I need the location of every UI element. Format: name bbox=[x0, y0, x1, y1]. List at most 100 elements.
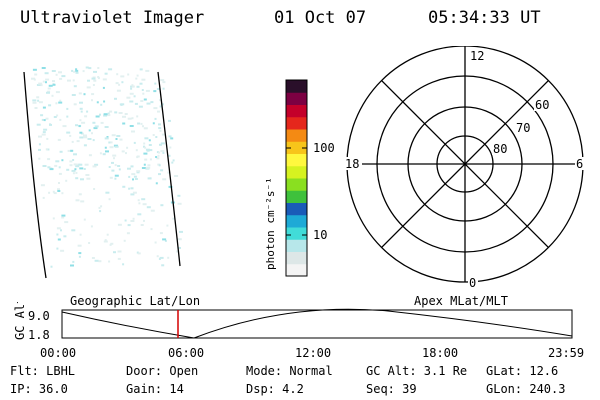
emission-speckle bbox=[108, 260, 111, 263]
time-label: 05:34:33 UT bbox=[428, 8, 541, 28]
colorbar-band bbox=[286, 214, 307, 228]
emission-speckle bbox=[72, 260, 75, 263]
emission-speckle bbox=[109, 176, 113, 179]
emission-speckle bbox=[92, 84, 95, 86]
emission-speckle bbox=[56, 114, 59, 117]
emission-speckle bbox=[150, 101, 154, 104]
emission-speckle bbox=[71, 169, 76, 172]
emission-speckle bbox=[58, 71, 62, 74]
emission-speckle bbox=[53, 116, 57, 118]
colorbar-band bbox=[286, 92, 307, 105]
emission-speckle bbox=[133, 95, 136, 98]
emission-speckle bbox=[79, 101, 83, 104]
colorbar-band bbox=[286, 202, 307, 216]
emission-speckle bbox=[131, 84, 134, 87]
emission-speckle bbox=[103, 113, 108, 116]
emission-speckle bbox=[78, 255, 81, 258]
timeline-right-label: Apex MLat/MLT bbox=[414, 294, 508, 308]
emission-speckle bbox=[42, 165, 47, 167]
emission-speckle bbox=[116, 89, 121, 92]
colorbar-ticks bbox=[286, 147, 307, 236]
emission-speckle bbox=[130, 220, 135, 222]
swath-right-boundary bbox=[157, 71, 181, 267]
emission-speckle bbox=[129, 92, 134, 95]
emission-speckle bbox=[78, 125, 81, 128]
emission-speckle bbox=[72, 172, 75, 175]
emission-speckle bbox=[102, 78, 107, 81]
emission-speckle bbox=[146, 102, 151, 105]
emission-speckle bbox=[56, 233, 59, 236]
timeline-y-high: 9.0 bbox=[28, 309, 50, 323]
emission-speckle bbox=[49, 168, 54, 171]
emission-speckle bbox=[113, 157, 115, 160]
emission-speckle bbox=[104, 137, 109, 140]
emission-speckle bbox=[53, 192, 57, 195]
altitude-curve bbox=[61, 308, 573, 339]
emission-speckle bbox=[131, 130, 135, 133]
emission-speckle bbox=[91, 77, 96, 80]
emission-speckle bbox=[117, 223, 122, 226]
emission-speckle bbox=[73, 103, 77, 106]
emission-speckle bbox=[75, 199, 80, 202]
emission-speckle bbox=[75, 68, 78, 71]
emission-speckle bbox=[159, 256, 164, 259]
emission-speckle bbox=[144, 146, 147, 149]
emission-speckle bbox=[160, 150, 165, 153]
emission-speckle bbox=[41, 118, 44, 121]
emission-speckle bbox=[71, 140, 74, 143]
emission-speckle bbox=[126, 146, 129, 149]
x-tick-2359: 23:59 bbox=[548, 346, 585, 360]
emission-speckle bbox=[149, 158, 152, 161]
emission-speckle bbox=[72, 159, 75, 161]
emission-speckle bbox=[121, 103, 125, 106]
emission-speckle bbox=[159, 105, 163, 108]
emission-speckle bbox=[159, 143, 162, 146]
emission-speckle bbox=[146, 206, 151, 209]
emission-speckle bbox=[59, 150, 63, 153]
emission-speckle bbox=[58, 166, 61, 169]
emission-speckle bbox=[155, 136, 158, 138]
emission-speckle bbox=[69, 134, 72, 137]
emission-speckle bbox=[126, 96, 131, 99]
colorbar-band bbox=[286, 190, 307, 203]
emission-speckle bbox=[154, 241, 157, 244]
emission-speckle bbox=[97, 76, 100, 78]
emission-speckle bbox=[60, 229, 62, 232]
emission-speckle bbox=[83, 168, 86, 170]
emission-speckle bbox=[160, 79, 165, 82]
x-tick-1200: 12:00 bbox=[295, 346, 332, 360]
info-door: Door: Open bbox=[126, 364, 199, 378]
info-dsp: Dsp: 4.2 bbox=[246, 382, 304, 396]
emission-speckle bbox=[105, 150, 109, 153]
emission-speckle bbox=[62, 125, 67, 128]
emission-speckle bbox=[139, 82, 143, 85]
emission-speckle bbox=[136, 155, 140, 158]
emission-speckle bbox=[162, 87, 165, 90]
emission-speckle bbox=[46, 148, 50, 151]
emission-speckle bbox=[32, 68, 37, 71]
emission-speckle bbox=[83, 218, 86, 221]
emission-speckle bbox=[104, 239, 107, 242]
emission-speckle bbox=[84, 163, 89, 166]
emission-speckle bbox=[141, 89, 144, 91]
emission-speckle bbox=[66, 107, 69, 110]
mlt-label-18: 18 bbox=[345, 157, 359, 171]
emission-speckle bbox=[137, 122, 141, 125]
emission-speckle bbox=[40, 84, 43, 87]
emission-speckle bbox=[75, 177, 79, 180]
emission-speckle bbox=[100, 103, 103, 106]
emission-speckle bbox=[38, 143, 41, 146]
emission-speckle bbox=[162, 151, 165, 154]
emission-speckle bbox=[127, 73, 130, 76]
emission-speckle bbox=[46, 91, 50, 94]
emission-speckle bbox=[146, 149, 150, 152]
emission-speckle bbox=[138, 105, 143, 108]
emission-speckle bbox=[158, 123, 161, 126]
emission-speckle bbox=[95, 115, 100, 118]
emission-speckle bbox=[57, 188, 60, 191]
colorbar-band bbox=[286, 178, 307, 191]
emission-speckle bbox=[167, 154, 171, 157]
emission-speckle bbox=[131, 85, 135, 88]
emission-speckle bbox=[142, 125, 144, 128]
emission-speckle bbox=[103, 100, 106, 103]
